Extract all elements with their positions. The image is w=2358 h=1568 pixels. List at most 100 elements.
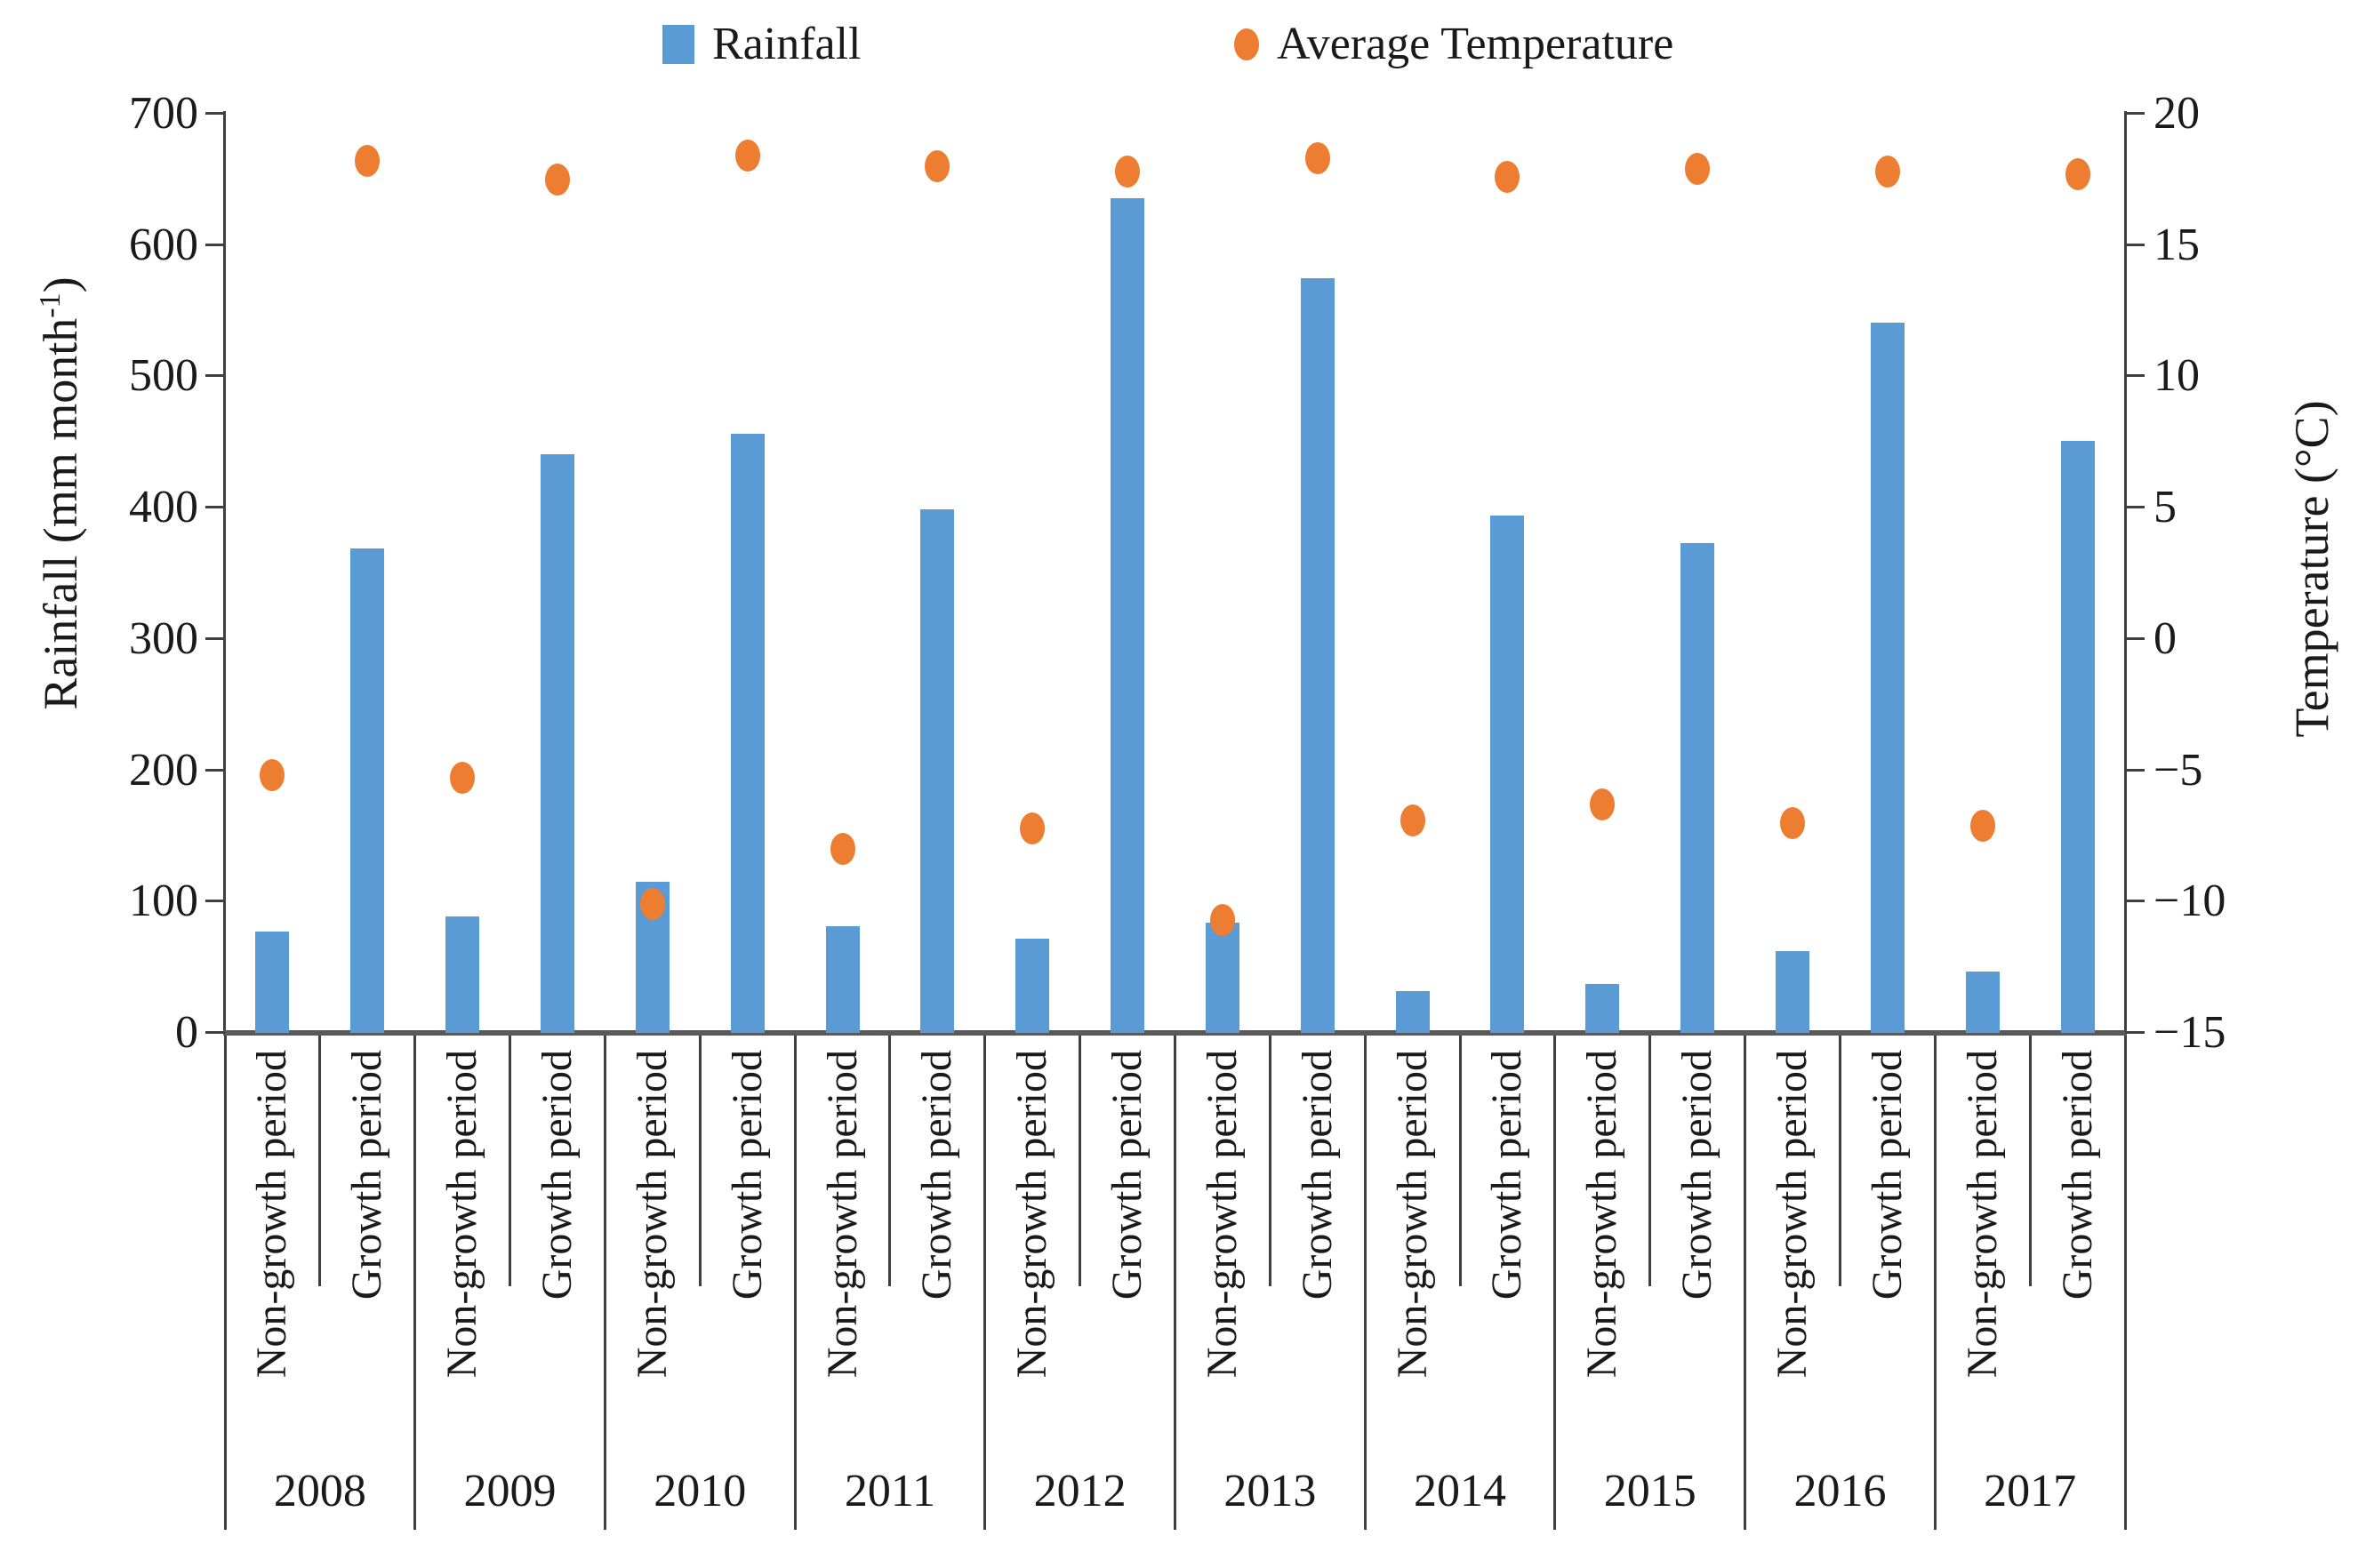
left-axis-tick [205,900,225,903]
period-label: Non-growth period [1768,1050,1817,1379]
temperature-dot-2015-non-growth [1590,788,1616,820]
temperature-dot-2010-growth [734,140,760,172]
period-label: Growth period [533,1050,581,1300]
legend-item-rainfall: Rainfall [662,16,862,73]
right-axis-tick-label: −15 [2153,1007,2226,1058]
year-label: 2014 [1414,1466,1507,1516]
year-label: 2015 [1603,1466,1696,1516]
right-axis-tick [2125,112,2145,115]
temperature-dot-2015-growth [1685,153,1711,186]
rainfall-bar-2013-non-growth [1205,922,1239,1033]
period-label: Non-growth period [1008,1050,1056,1379]
left-axis-tick [205,243,225,246]
temperature-dot-2011-non-growth [830,833,855,866]
left-axis-tick [205,374,225,378]
left-axis-title-superscript: -1 [34,292,67,318]
left-axis-tick-label: 500 [129,350,198,402]
right-axis-tick-label: 10 [2153,350,2200,402]
year-label: 2010 [654,1466,747,1516]
period-separator-line [318,1036,322,1286]
year-separator-line [1553,1036,1557,1530]
period-label: Non-growth period [1958,1050,2006,1379]
left-axis-tick-label: 700 [129,88,198,139]
period-separator-line [1838,1036,1841,1286]
year-separator-line [1933,1036,1937,1530]
legend-item-average-temperature: Average Temperature [1234,16,1673,73]
right-axis-tick [2125,374,2145,378]
right-axis-tick [2125,636,2145,640]
right-axis-tick [2125,768,2145,772]
period-label: Non-growth period [438,1050,486,1379]
temperature-dot-2017-non-growth [1969,809,1995,842]
temperature-dot-2009-growth [544,163,570,196]
rainfall-bar-2016-non-growth [1776,951,1810,1033]
rainfall-bar-2012-growth [1111,197,1145,1033]
period-label: Non-growth period [1198,1050,1246,1379]
period-label: Growth period [1483,1050,1531,1300]
rainfall-bar-2009-growth [540,453,574,1033]
temperature-dot-2012-growth [1115,155,1141,188]
right-axis-tick [2125,506,2145,509]
rainfall-bar-2010-growth [730,434,765,1033]
year-separator-line [603,1036,606,1530]
rainfall-bar-2017-non-growth [1965,971,2000,1033]
temperature-dot-2009-non-growth [450,762,476,795]
rainfall-bar-2009-non-growth [445,916,480,1033]
left-axis-tick-label: 300 [129,612,198,664]
temperature-dot-2014-non-growth [1400,804,1425,836]
year-separator-line [1363,1036,1367,1530]
left-axis-tick [205,112,225,115]
temperature-dot-2013-non-growth [1209,903,1235,936]
temperature-dot-2012-non-growth [1020,812,1046,844]
year-label: 2008 [273,1466,366,1516]
year-separator-line [1744,1036,1747,1530]
temperature-dot-2017-growth [2065,157,2090,190]
rainfall-bar-2016-growth [1870,322,1905,1033]
chart-legend: Rainfall Average Temperature [0,0,2358,89]
left-axis-tick [205,636,225,640]
rainfall-bar-2012-non-growth [1015,938,1050,1033]
left-axis-tick-label: 100 [129,876,198,927]
temperature-dot-2016-non-growth [1780,806,1806,839]
year-separator-line [223,1036,227,1530]
year-label: 2012 [1033,1466,1127,1516]
right-axis-tick-label: 5 [2153,482,2177,533]
year-separator-line [793,1036,797,1530]
right-axis-tick-label: 15 [2153,219,2200,270]
year-separator-line [413,1036,417,1530]
period-label: Growth period [1673,1050,1721,1300]
year-separator-line [983,1036,987,1530]
period-separator-line [2028,1036,2032,1286]
year-separator-line [1174,1036,1176,1530]
left-axis-tick [205,768,225,772]
period-label: Non-growth period [818,1050,866,1379]
year-separator-line [2123,1036,2127,1530]
temperature-legend-label: Average Temperature [1277,19,1674,69]
left-axis-tick [205,1031,225,1034]
rainfall-bar-2011-growth [920,508,955,1033]
period-label: Non-growth period [248,1050,296,1379]
year-label: 2017 [1984,1466,2077,1516]
rainfall-bar-2014-non-growth [1395,990,1430,1033]
rainfall-legend-label: Rainfall [712,19,862,69]
temperature-dot-2011-growth [925,150,950,183]
temperature-dot-2008-non-growth [260,759,285,792]
rainfall-bar-2008-non-growth [255,932,290,1033]
temperature-dot-2016-growth [1874,155,1900,188]
period-separator-line [1268,1036,1271,1286]
year-label: 2016 [1793,1466,1887,1516]
right-axis-title: Temperature (°C) [2285,400,2338,738]
rainfall-swatch-icon [662,25,694,64]
period-label: Growth period [913,1050,961,1300]
right-axis-tick-label: −5 [2153,744,2203,796]
right-axis-tick-label: −10 [2153,876,2226,927]
x-axis-baseline [223,1030,2127,1036]
period-label: Non-growth period [1388,1050,1436,1379]
right-axis-tick [2125,243,2145,246]
right-axis-tick [2125,1031,2145,1034]
rainfall-bar-2017-growth [2060,440,2095,1033]
right-axis-line [2124,111,2127,1036]
rainfall-bar-2015-growth [1680,543,1715,1033]
temperature-dot-2008-growth [355,145,381,178]
